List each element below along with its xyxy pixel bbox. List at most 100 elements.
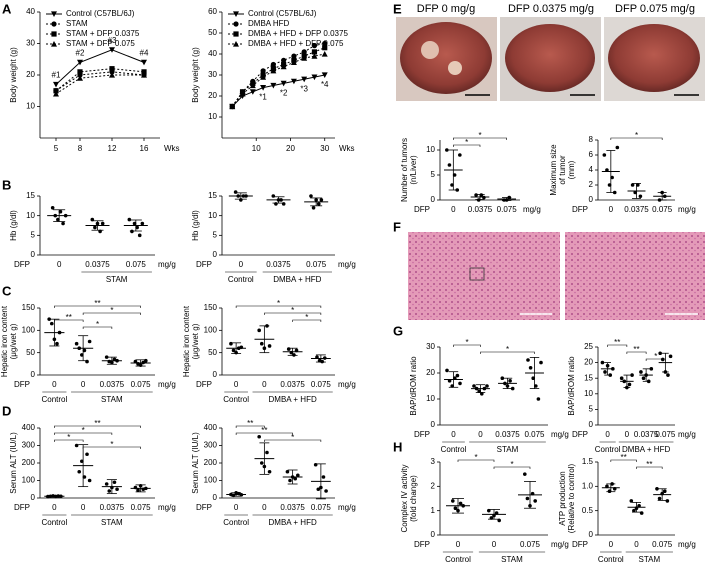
series-line [55,74,144,95]
y-tick-label: 0 [213,370,218,379]
data-point [666,373,670,377]
y-tick-label: 15 [208,191,217,200]
significance-bracket [54,425,141,428]
marker [77,75,83,81]
data-point [602,153,607,157]
y-tick-label: 0 [589,195,594,204]
tumor [421,41,439,59]
x-unit: mg/g [338,260,356,269]
marker [291,53,297,59]
legend-marker [233,11,239,17]
y-tick-label: 400 [22,423,36,432]
y-tick-label: 0 [31,250,36,259]
annotation: *3 [300,84,308,93]
significance-bracket [645,358,666,361]
liver [608,24,700,92]
group-label: Control [223,395,249,404]
significance-bracket [610,137,663,140]
data-point [316,202,321,206]
legend-marker [51,41,57,47]
y-tick-label: 300 [204,441,218,450]
y-axis-label: Hb (g/dl) [191,210,200,241]
data-point [649,367,654,371]
photo-caption: DFP 0.0375 mg/g [508,3,594,15]
x-tick-label: 0 [605,430,610,439]
significance-bracket [493,466,531,469]
marker [109,66,115,72]
y-axis-label: Maximum size [549,144,558,196]
y-tick-label: 400 [204,423,218,432]
data-point [533,499,537,503]
data-point [74,443,79,448]
panel-label: G [393,323,403,338]
y-tick-label: 100 [204,325,218,334]
legend-marker [233,31,239,37]
x-tick-label: 0.075 [652,540,673,549]
x-prefix: DFP [414,205,430,214]
data-point [135,225,139,230]
panel-label: B [2,177,11,192]
annotation: *2 [280,89,288,98]
y-tick-label: 1.0 [582,481,594,490]
significance-label: * [82,426,85,435]
x-prefix: DFP [14,503,30,512]
data-point [281,202,286,206]
x-axis-label: Wks [164,144,180,153]
significance-bracket [636,466,663,469]
data-point [525,496,530,501]
marker [290,59,297,65]
x-unit: mg/g [551,430,569,439]
significance-bracket [54,439,84,442]
y-tick-label: 0 [31,370,36,379]
x-tick-label: 8 [78,144,83,153]
group-label: Control [598,555,624,564]
x-prefix: DFP [414,540,430,549]
legend-marker [51,31,57,37]
x-tick-label: 0 [234,503,239,512]
y-tick-label: 20 [426,368,435,377]
series-line [55,49,145,85]
y-tick-label: 0 [431,195,436,204]
legend-label: Control (C57BL/6J) [66,9,135,18]
legend-label: DMBA + HFD + DFP 0.075 [248,39,344,48]
significance-bracket [82,312,141,315]
data-point [140,221,145,226]
x-unit: mg/g [158,260,176,269]
marker [260,68,266,74]
y-axis-label: (fold change) [409,475,418,522]
x-unit: mg/g [678,540,696,549]
data-point [293,476,298,481]
data-point [233,190,238,194]
significance-label: * [291,433,294,442]
data-point [50,206,55,210]
x-tick-label: 0.0375 [85,260,110,269]
marker [322,40,328,47]
x-tick-label: 0.075 [655,430,676,439]
x-tick-label: 0 [234,380,239,389]
y-tick-label: 0 [431,530,436,539]
liver [400,22,492,94]
group-label: DMBA + HFD [622,445,670,454]
significance-label: ** [94,419,100,428]
marker [53,88,59,94]
data-point [267,344,272,348]
y-tick-label: 200 [204,458,218,467]
data-point [610,175,614,180]
y-axis-label: (Relative to control) [567,463,576,533]
series-line [231,43,325,107]
data-point [665,499,670,503]
y-tick-label: 20 [208,91,217,100]
x-unit: mg/g [338,380,356,389]
data-point [458,501,463,506]
panel-label: E [393,1,402,16]
data-point [600,360,605,365]
annotation: *1 [259,93,267,102]
x-axis-label: Wks [339,144,355,153]
data-point [265,450,269,455]
y-tick-label: 10 [208,112,217,121]
data-point [662,489,667,494]
marker [109,47,115,53]
x-tick-label: 0 [239,260,244,269]
group-label: STAM [639,555,661,564]
